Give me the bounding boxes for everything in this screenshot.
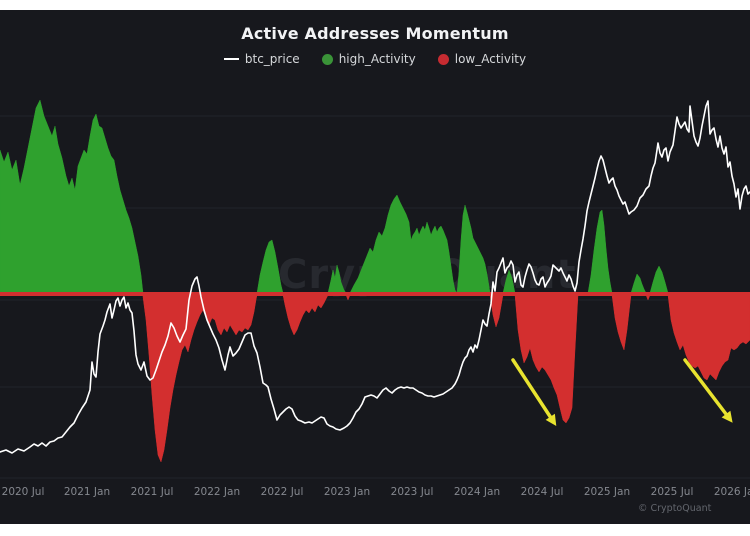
- copyright-watermark: © CryptoQuant: [638, 503, 712, 514]
- x-axis-tick-label: 2025 Jan: [583, 486, 631, 498]
- x-axis-tick-label: 2025 Jul: [650, 486, 694, 498]
- x-axis-tick-label: 2023 Jan: [323, 486, 371, 498]
- low-activity-dot-marker: [437, 53, 449, 65]
- x-axis-tick-label: 2021 Jul: [130, 486, 174, 498]
- legend-item-btc-price[interactable]: btc_price: [223, 52, 300, 66]
- high-activity-dot-marker: [321, 53, 333, 65]
- legend: btc_price high_Activity low_Activity: [0, 52, 750, 66]
- chart-canvas: [0, 99, 750, 479]
- chart-panel: Active Addresses Momentum btc_price high…: [0, 10, 750, 524]
- legend-label-high-activity: high_Activity: [338, 52, 416, 66]
- legend-label-btc-price: btc_price: [244, 52, 300, 66]
- x-axis-tick-label: 2024 Jan: [453, 486, 501, 498]
- chart-title: Active Addresses Momentum: [241, 24, 509, 43]
- x-axis-tick-label: 2022 Jan: [193, 486, 241, 498]
- legend-label-low-activity: low_Activity: [454, 52, 527, 66]
- legend-item-high-activity[interactable]: high_Activity: [321, 52, 416, 66]
- x-axis-tick-label: 2024 Jul: [520, 486, 564, 498]
- legend-item-low-activity[interactable]: low_Activity: [437, 52, 527, 66]
- x-axis-tick-label: 2022 Jul: [260, 486, 304, 498]
- x-axis-tick-label: 2020 Jul: [1, 486, 45, 498]
- x-axis-tick-label: 2021 Jan: [63, 486, 111, 498]
- x-axis-tick-label: 2023 Jul: [390, 486, 434, 498]
- x-axis-tick-label: 2026 Jan: [713, 486, 750, 498]
- btc-price-line-marker: [223, 58, 239, 60]
